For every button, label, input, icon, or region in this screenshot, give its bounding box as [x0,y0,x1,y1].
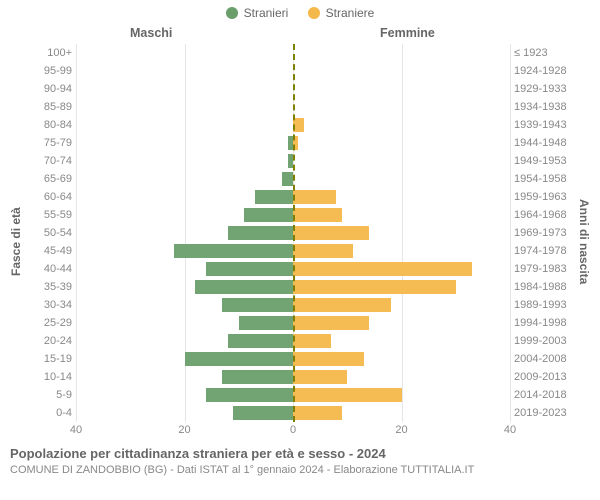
year-label: 1959-1963 [514,188,576,206]
bar-male [222,298,293,312]
age-label: 30-34 [24,296,72,314]
legend-label-male: Stranieri [244,6,289,20]
year-label: 1969-1973 [514,224,576,242]
year-label: 1944-1948 [514,134,576,152]
x-tick: 40 [70,424,82,436]
bar-female [293,370,347,384]
chart-title: Popolazione per cittadinanza straniera p… [10,446,590,463]
year-label: 1989-1993 [514,296,576,314]
bar-female [293,244,353,258]
age-label: 95-99 [24,62,72,80]
x-axis: 402002040 [76,424,510,440]
header-female: Femmine [380,26,435,40]
x-tick: 40 [504,424,516,436]
age-label: 85-89 [24,98,72,116]
y-axis-left-title: Fasce di età [8,44,24,440]
bar-female [293,262,472,276]
age-label: 70-74 [24,152,72,170]
bar-male [228,226,293,240]
legend-swatch-female [308,7,320,19]
bar-male [233,406,293,420]
bar-male [222,370,293,384]
year-label: 2014-2018 [514,386,576,404]
year-label: 1964-1968 [514,206,576,224]
year-label: ≤ 1923 [514,44,576,62]
x-tick: 20 [395,424,407,436]
age-label: 55-59 [24,206,72,224]
age-label: 35-39 [24,278,72,296]
bar-male [228,334,293,348]
year-label: 2009-2013 [514,368,576,386]
chart-subtitle: COMUNE DI ZANDOBBIO (BG) - Dati ISTAT al… [10,463,590,477]
age-label: 25-29 [24,314,72,332]
age-label: 100+ [24,44,72,62]
year-label: 1939-1943 [514,116,576,134]
x-tick: 20 [178,424,190,436]
bar-female [293,316,369,330]
bar-female [293,334,331,348]
legend: Stranieri Straniere [0,0,600,26]
year-label: 1999-2003 [514,332,576,350]
chart-area: Fasce di età 100+95-9990-9485-8980-8475-… [0,44,600,440]
age-label: 60-64 [24,188,72,206]
bar-female [293,280,456,294]
bar-male [185,352,294,366]
legend-item-female: Straniere [308,6,375,20]
age-label: 65-69 [24,170,72,188]
caption: Popolazione per cittadinanza straniera p… [0,440,600,477]
year-label: 2004-2008 [514,350,576,368]
bar-male [174,244,293,258]
age-label: 40-44 [24,260,72,278]
age-label: 90-94 [24,80,72,98]
year-label: 1979-1983 [514,260,576,278]
age-label: 20-24 [24,332,72,350]
plot: 402002040 [76,44,510,440]
bar-male [206,262,293,276]
bar-male [206,388,293,402]
year-label: 1949-1953 [514,152,576,170]
bar-female [293,388,402,402]
age-label: 45-49 [24,242,72,260]
year-label: 1984-1988 [514,278,576,296]
column-headers: Maschi Femmine [0,26,600,44]
bar-female [293,352,364,366]
age-label: 10-14 [24,368,72,386]
bar-female [293,406,342,420]
bar-male [239,316,293,330]
y-axis-right-title: Anni di nascita [576,44,592,440]
center-line [293,44,295,422]
age-label: 15-19 [24,350,72,368]
x-tick: 0 [290,424,296,436]
bar-female [293,298,391,312]
age-labels-column: 100+95-9990-9485-8980-8475-7970-7465-696… [24,44,76,440]
year-labels-column: ≤ 19231924-19281929-19331934-19381939-19… [510,44,576,440]
legend-item-male: Stranieri [226,6,289,20]
age-label: 0-4 [24,404,72,422]
year-label: 1924-1928 [514,62,576,80]
year-label: 1974-1978 [514,242,576,260]
year-label: 1929-1933 [514,80,576,98]
year-label: 1934-1938 [514,98,576,116]
bar-female [293,226,369,240]
bar-male [195,280,293,294]
legend-swatch-male [226,7,238,19]
bar-female [293,190,336,204]
grid-line [510,44,511,422]
header-male: Maschi [130,26,172,40]
bar-male [255,190,293,204]
age-label: 50-54 [24,224,72,242]
legend-label-female: Straniere [326,6,375,20]
age-label: 5-9 [24,386,72,404]
bar-female [293,208,342,222]
year-label: 1994-1998 [514,314,576,332]
year-label: 1954-1958 [514,170,576,188]
bar-male [282,172,293,186]
bar-male [244,208,293,222]
age-label: 80-84 [24,116,72,134]
age-label: 75-79 [24,134,72,152]
year-label: 2019-2023 [514,404,576,422]
